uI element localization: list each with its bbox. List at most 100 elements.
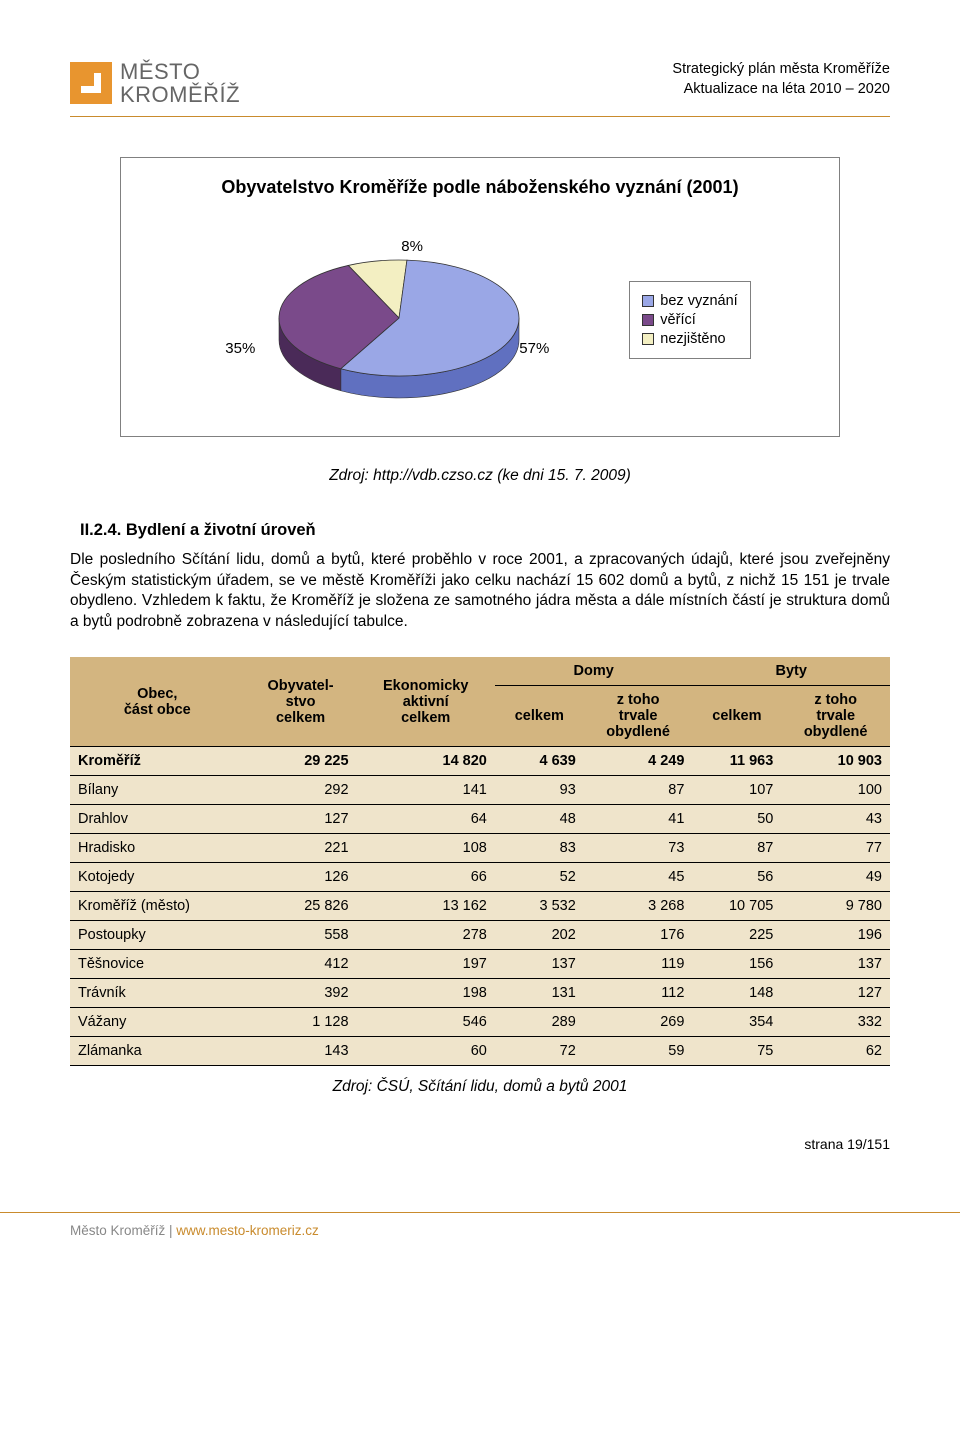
row-value: 83 bbox=[495, 834, 584, 863]
row-value: 75 bbox=[692, 1037, 781, 1066]
row-value: 43 bbox=[781, 805, 890, 834]
row-value: 64 bbox=[357, 805, 495, 834]
row-value: 119 bbox=[584, 950, 693, 979]
logo-line2: KROMĚŘÍŽ bbox=[120, 83, 240, 106]
row-value: 56 bbox=[692, 863, 781, 892]
row-value: 143 bbox=[245, 1037, 357, 1066]
logo-text: MĚSTO KROMĚŘÍŽ bbox=[120, 60, 240, 106]
chart-title: Obyvatelstvo Kroměříže podle náboženskéh… bbox=[139, 176, 821, 199]
row-value: 137 bbox=[495, 950, 584, 979]
row-value: 137 bbox=[781, 950, 890, 979]
row-value: 202 bbox=[495, 921, 584, 950]
pie-label-35: 35% bbox=[225, 340, 255, 357]
row-value: 412 bbox=[245, 950, 357, 979]
row-value: 546 bbox=[357, 1008, 495, 1037]
table-row: Vážany1 128546289269354332 bbox=[70, 1008, 890, 1037]
legend-item-bez_vyznani: bez vyznání bbox=[642, 293, 737, 309]
row-value: 176 bbox=[584, 921, 693, 950]
row-label: Bílany bbox=[70, 776, 245, 805]
row-value: 10 903 bbox=[781, 747, 890, 776]
row-value: 73 bbox=[584, 834, 693, 863]
page-header: MĚSTO KROMĚŘÍŽ Strategický plán města Kr… bbox=[70, 60, 890, 106]
footer-prefix: Město Kroměříž | bbox=[70, 1223, 176, 1238]
section-heading: II.2.4. Bydlení a životní úroveň bbox=[80, 521, 890, 540]
legend-swatch bbox=[642, 333, 654, 345]
table-row: Kotojedy1266652455649 bbox=[70, 863, 890, 892]
row-value: 13 162 bbox=[357, 892, 495, 921]
row-value: 87 bbox=[692, 834, 781, 863]
row-value: 392 bbox=[245, 979, 357, 1008]
chart-container: Obyvatelstvo Kroměříže podle náboženskéh… bbox=[120, 157, 840, 436]
row-value: 127 bbox=[245, 805, 357, 834]
footer-link[interactable]: www.mesto-kromeriz.cz bbox=[176, 1223, 319, 1238]
header-divider bbox=[70, 116, 890, 117]
row-value: 93 bbox=[495, 776, 584, 805]
row-value: 10 705 bbox=[692, 892, 781, 921]
row-value: 289 bbox=[495, 1008, 584, 1037]
row-value: 4 249 bbox=[584, 747, 693, 776]
row-value: 112 bbox=[584, 979, 693, 1008]
row-value: 77 bbox=[781, 834, 890, 863]
legend-swatch bbox=[642, 314, 654, 326]
legend-swatch bbox=[642, 295, 654, 307]
row-value: 100 bbox=[781, 776, 890, 805]
row-value: 11 963 bbox=[692, 747, 781, 776]
row-value: 48 bbox=[495, 805, 584, 834]
page-number: strana 19/151 bbox=[70, 1136, 890, 1152]
row-value: 292 bbox=[245, 776, 357, 805]
row-value: 3 268 bbox=[584, 892, 693, 921]
row-value: 3 532 bbox=[495, 892, 584, 921]
table-row: Drahlov1276448415043 bbox=[70, 805, 890, 834]
row-value: 127 bbox=[781, 979, 890, 1008]
row-label: Kroměříž (město) bbox=[70, 892, 245, 921]
row-value: 87 bbox=[584, 776, 693, 805]
table-row: Postoupky558278202176225196 bbox=[70, 921, 890, 950]
row-value: 156 bbox=[692, 950, 781, 979]
table-row: Bílany2921419387107100 bbox=[70, 776, 890, 805]
row-value: 332 bbox=[781, 1008, 890, 1037]
table-row: Kroměříž29 22514 8204 6394 24911 96310 9… bbox=[70, 747, 890, 776]
table-row: Těšnovice412197137119156137 bbox=[70, 950, 890, 979]
row-value: 4 639 bbox=[495, 747, 584, 776]
row-value: 1 128 bbox=[245, 1008, 357, 1037]
pie-chart: 8% 35% 57% bbox=[209, 230, 589, 410]
row-value: 52 bbox=[495, 863, 584, 892]
row-value: 269 bbox=[584, 1008, 693, 1037]
row-value: 41 bbox=[584, 805, 693, 834]
header-subtitle: Strategický plán města Kroměříže Aktuali… bbox=[672, 60, 890, 99]
table-row: Trávník392198131112148127 bbox=[70, 979, 890, 1008]
row-label: Hradisko bbox=[70, 834, 245, 863]
table-row: Zlámanka1436072597562 bbox=[70, 1037, 890, 1066]
row-label: Trávník bbox=[70, 979, 245, 1008]
table-caption: Zdroj: ČSÚ, Sčítání lidu, domů a bytů 20… bbox=[70, 1078, 890, 1096]
section-paragraph: Dle posledního Sčítání lidu, domů a bytů… bbox=[70, 550, 890, 634]
row-value: 131 bbox=[495, 979, 584, 1008]
row-label: Kotojedy bbox=[70, 863, 245, 892]
legend-label: věřící bbox=[660, 312, 695, 328]
housing-table: Obec,část obceObyvatel-stvocelkemEkonomi… bbox=[70, 657, 890, 1066]
header-line2: Aktualizace na léta 2010 – 2020 bbox=[672, 80, 890, 100]
logo-line1: MĚSTO bbox=[120, 60, 240, 83]
row-value: 45 bbox=[584, 863, 693, 892]
row-value: 9 780 bbox=[781, 892, 890, 921]
row-value: 59 bbox=[584, 1037, 693, 1066]
logo-icon bbox=[70, 62, 112, 104]
row-value: 225 bbox=[692, 921, 781, 950]
row-value: 198 bbox=[357, 979, 495, 1008]
row-value: 49 bbox=[781, 863, 890, 892]
row-value: 221 bbox=[245, 834, 357, 863]
row-value: 278 bbox=[357, 921, 495, 950]
row-value: 50 bbox=[692, 805, 781, 834]
row-label: Postoupky bbox=[70, 921, 245, 950]
row-label: Těšnovice bbox=[70, 950, 245, 979]
page-footer: Město Kroměříž | www.mesto-kromeriz.cz bbox=[0, 1212, 960, 1268]
chart-source: Zdroj: http://vdb.czso.cz (ke dni 15. 7.… bbox=[70, 467, 890, 485]
row-value: 66 bbox=[357, 863, 495, 892]
row-label: Zlámanka bbox=[70, 1037, 245, 1066]
row-value: 108 bbox=[357, 834, 495, 863]
row-value: 60 bbox=[357, 1037, 495, 1066]
legend-item-verici: věřící bbox=[642, 312, 737, 328]
legend-label: bez vyznání bbox=[660, 293, 737, 309]
header-line1: Strategický plán města Kroměříže bbox=[672, 60, 890, 80]
table-row: Hradisko22110883738777 bbox=[70, 834, 890, 863]
